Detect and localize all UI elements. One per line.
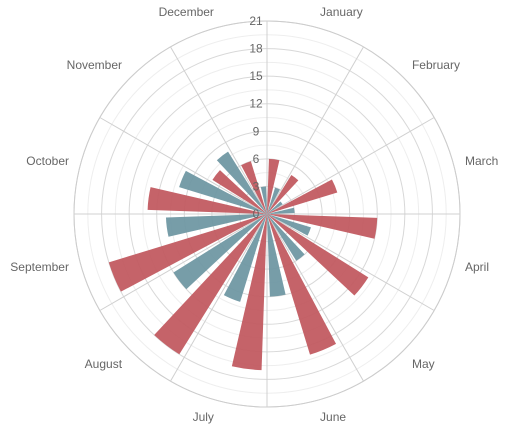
bar-series2-december[interactable]	[260, 186, 267, 214]
bar-series2-october[interactable]	[179, 170, 267, 214]
month-label-january: January	[320, 5, 363, 19]
bar-series1-january[interactable]	[267, 158, 280, 214]
bar-series2-february[interactable]	[267, 201, 283, 214]
month-label-may: May	[412, 357, 435, 371]
grid-spoke	[99, 213, 268, 311]
grid-spoke	[170, 213, 268, 382]
bar-series2-may[interactable]	[267, 214, 305, 261]
bar-series2-november[interactable]	[216, 151, 267, 214]
month-label-april: April	[465, 260, 489, 274]
bar-series1-february[interactable]	[267, 175, 299, 214]
radial-tick-6: 6	[253, 152, 260, 166]
month-labels: January February March April May June July Augu…	[10, 5, 498, 424]
bar-series2-june[interactable]	[267, 214, 286, 297]
month-label-november: November	[67, 58, 122, 72]
radial-tick-15: 15	[249, 69, 263, 83]
bar-series1-september[interactable]	[108, 214, 268, 292]
bar-series2-april[interactable]	[267, 214, 311, 236]
bar-series2-september[interactable]	[165, 214, 267, 237]
radial-tick-0: 0	[253, 207, 260, 221]
bar-series1-august[interactable]	[154, 214, 267, 355]
bars-layer	[108, 151, 378, 371]
radial-tick-9: 9	[253, 124, 260, 138]
radial-tick-3: 3	[253, 179, 260, 193]
grid-spoke	[170, 46, 268, 215]
month-label-july: July	[193, 410, 214, 424]
bar-series1-october[interactable]	[147, 187, 267, 214]
bar-series1-november[interactable]	[212, 170, 267, 214]
grid-spoke	[266, 117, 435, 215]
bar-series2-march[interactable]	[267, 207, 295, 214]
month-label-march: March	[465, 154, 498, 168]
month-label-august: August	[85, 357, 123, 371]
bar-series1-march[interactable]	[267, 179, 338, 214]
polar-grid	[73, 20, 461, 408]
bar-series1-april[interactable]	[267, 214, 378, 239]
bar-series1-may[interactable]	[267, 214, 369, 296]
bar-series2-august[interactable]	[173, 214, 267, 290]
radial-tick-12: 12	[249, 97, 263, 111]
bar-series1-december[interactable]	[241, 161, 267, 214]
month-label-september: September	[10, 260, 69, 274]
grid-spoke	[99, 117, 268, 215]
bar-series2-january[interactable]	[267, 187, 280, 214]
bar-series2-july[interactable]	[223, 214, 267, 302]
month-label-october: October	[26, 154, 69, 168]
bar-series1-july[interactable]	[231, 214, 267, 371]
radial-tick-labels: 0 3 6 9 12 15 18 21	[249, 14, 263, 221]
grid-spoke	[266, 213, 364, 382]
month-label-february: February	[412, 58, 460, 72]
radial-tick-21: 21	[249, 14, 263, 28]
radial-tick-18: 18	[249, 42, 263, 56]
month-label-june: June	[320, 410, 346, 424]
bar-series1-june[interactable]	[267, 214, 337, 355]
grid-spoke	[266, 213, 435, 311]
month-label-december: December	[159, 5, 214, 19]
grid-spoke	[266, 46, 364, 215]
